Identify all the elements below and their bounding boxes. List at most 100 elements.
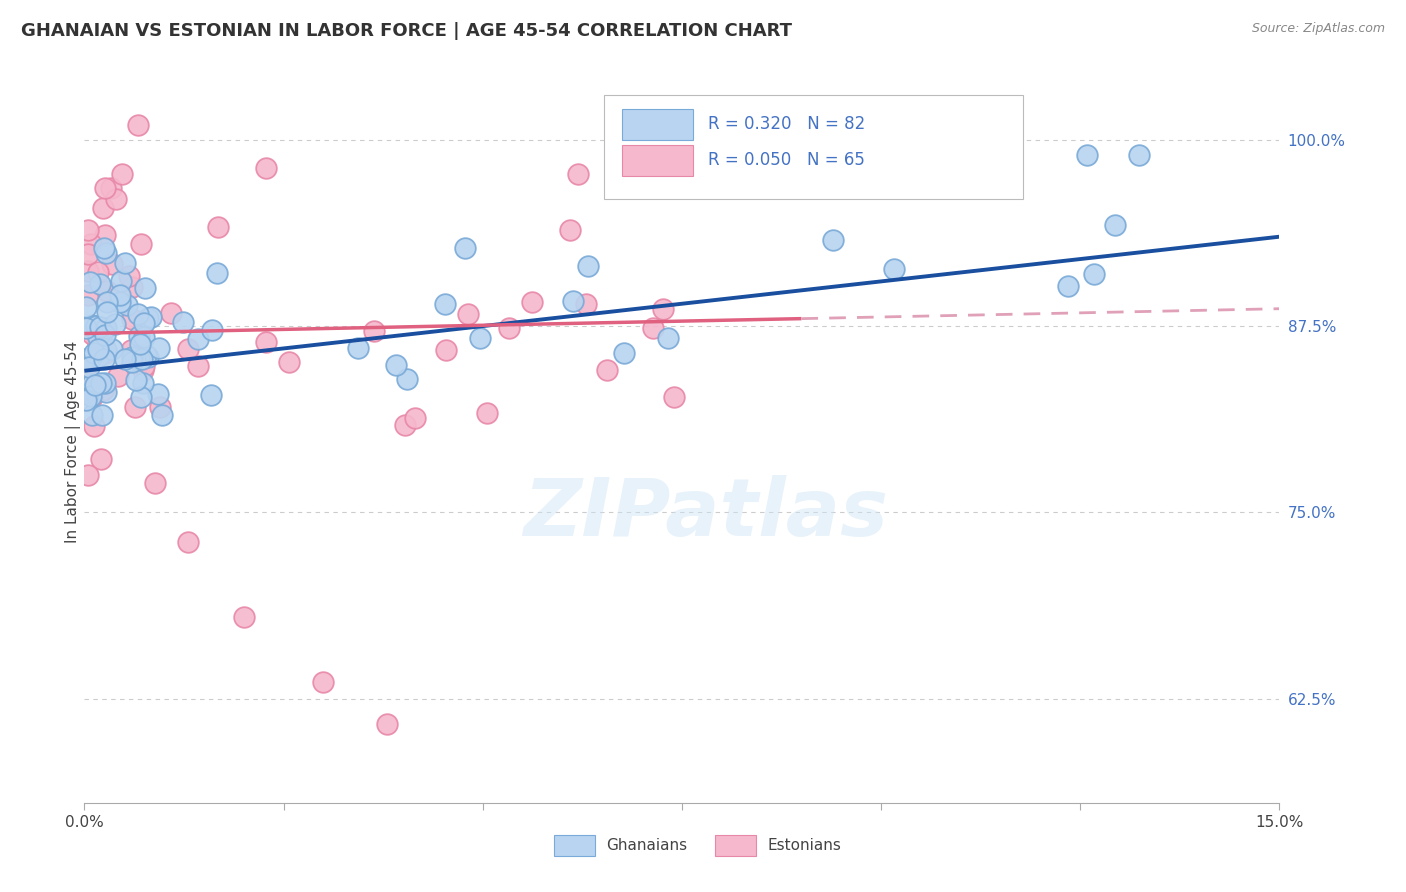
Point	[129, 337, 152, 351]
Point	[86, 334, 108, 348]
Point	[613, 346, 636, 360]
Point	[148, 341, 170, 355]
Point	[108, 295, 131, 310]
Point	[575, 297, 598, 311]
Point	[132, 329, 155, 343]
Point	[83, 419, 105, 434]
Point	[83, 378, 105, 392]
Text: Source: ZipAtlas.com: Source: ZipAtlas.com	[1251, 22, 1385, 36]
Point	[93, 383, 115, 397]
Text: Estonians: Estonians	[768, 838, 842, 854]
Point	[143, 476, 166, 491]
Point	[90, 341, 112, 355]
Point	[91, 409, 114, 423]
Point	[821, 233, 844, 247]
Point	[132, 363, 155, 377]
Point	[94, 345, 117, 359]
Point	[363, 324, 385, 338]
Point	[135, 348, 157, 362]
Point	[89, 319, 111, 334]
Point	[127, 118, 149, 132]
Point	[93, 382, 115, 396]
Point	[87, 330, 110, 344]
Point	[76, 386, 98, 401]
Point	[883, 261, 905, 276]
Point	[100, 181, 122, 195]
Point	[77, 223, 100, 237]
Point	[114, 351, 136, 366]
Point	[75, 393, 97, 408]
Point	[94, 320, 117, 334]
Point	[558, 223, 581, 237]
Point	[94, 376, 117, 390]
Point	[385, 358, 408, 372]
Point	[94, 228, 117, 243]
Point	[75, 321, 97, 335]
Point	[111, 168, 134, 182]
Point	[77, 247, 100, 261]
Point	[475, 407, 498, 421]
Point	[641, 321, 664, 335]
Point	[104, 317, 127, 331]
Point	[136, 311, 159, 326]
Point	[87, 349, 110, 363]
Point	[115, 298, 138, 312]
Point	[77, 264, 100, 278]
Point	[347, 341, 370, 355]
Point	[114, 256, 136, 270]
Point	[1104, 218, 1126, 232]
Point	[121, 279, 143, 293]
Point	[1083, 267, 1105, 281]
Point	[82, 409, 104, 423]
Point	[522, 295, 544, 310]
Point	[86, 319, 108, 334]
Text: GHANAIAN VS ESTONIAN IN LABOR FORCE | AGE 45-54 CORRELATION CHART: GHANAIAN VS ESTONIAN IN LABOR FORCE | AG…	[21, 22, 792, 40]
Point	[89, 277, 111, 291]
Y-axis label: In Labor Force | Age 45-54: In Labor Force | Age 45-54	[65, 341, 82, 542]
Point	[93, 181, 115, 195]
Point	[177, 535, 200, 549]
Point	[128, 329, 150, 343]
Point	[136, 350, 159, 364]
Point	[146, 387, 169, 401]
Point	[105, 193, 128, 207]
FancyBboxPatch shape	[554, 835, 595, 856]
Point	[91, 201, 114, 215]
Point	[124, 400, 146, 414]
Point	[150, 409, 173, 423]
Point	[96, 305, 118, 319]
Point	[652, 301, 675, 316]
Point	[77, 383, 100, 397]
Point	[120, 343, 142, 358]
Point	[395, 372, 418, 386]
Point	[278, 355, 301, 369]
Point	[128, 352, 150, 367]
Point	[100, 343, 122, 357]
Point	[129, 391, 152, 405]
Point	[200, 388, 222, 402]
Point	[121, 311, 143, 326]
Point	[77, 287, 100, 301]
Point	[77, 467, 100, 482]
FancyBboxPatch shape	[716, 835, 756, 856]
Point	[1128, 148, 1150, 162]
Point	[468, 331, 491, 345]
Point	[80, 390, 103, 404]
Point	[129, 236, 152, 251]
Point	[79, 353, 101, 368]
Point	[87, 265, 110, 279]
Point	[567, 167, 589, 181]
Point	[83, 346, 105, 360]
Point	[134, 281, 156, 295]
Point	[110, 274, 132, 288]
Point	[404, 410, 426, 425]
Point	[498, 320, 520, 334]
Point	[96, 294, 118, 309]
Point	[132, 359, 155, 373]
Point	[94, 384, 117, 399]
Text: ZIPatlas: ZIPatlas	[523, 475, 889, 553]
Point	[124, 351, 146, 365]
Point	[90, 452, 112, 467]
Point	[187, 332, 209, 346]
Point	[131, 351, 153, 366]
